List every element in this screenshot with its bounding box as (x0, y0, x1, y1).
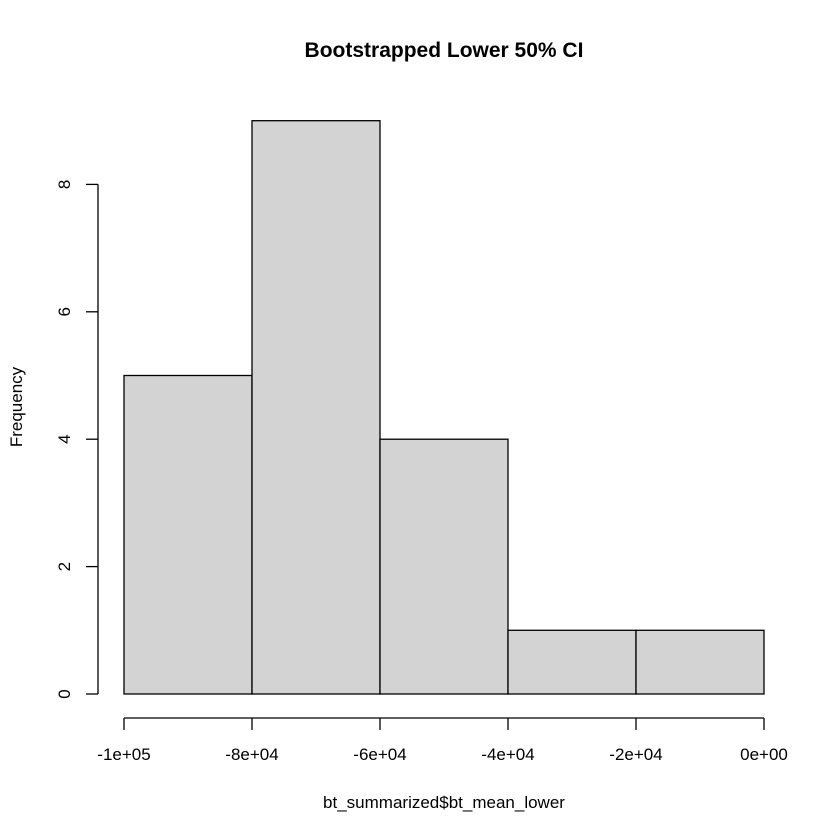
histogram-bar-4 (507, 629, 637, 695)
x-tick-label: -1e+05 (97, 745, 150, 764)
y-tick-label: 4 (55, 434, 74, 443)
x-tick-label: -2e+04 (609, 745, 662, 764)
y-tick-label: 0 (55, 689, 74, 698)
y-tick-label: 2 (55, 562, 74, 571)
bars-group (123, 120, 765, 695)
chart-title: Bootstrapped Lower 50% CI (305, 39, 584, 62)
y-tick-label: 6 (55, 307, 74, 316)
x-tick-label: -8e+04 (225, 745, 278, 764)
y-axis: 0 2 4 6 8 (55, 180, 99, 699)
x-tick-label: -4e+04 (481, 745, 534, 764)
y-tick-label: 8 (55, 180, 74, 189)
x-tick-label: 0e+00 (740, 745, 788, 764)
x-tick-label: -6e+04 (353, 745, 406, 764)
histogram-bar-3 (379, 438, 509, 695)
histogram-bar-5 (635, 629, 765, 695)
x-axis-label: bt_summarized$bt_mean_lower (323, 793, 565, 812)
histogram-bar-2 (251, 120, 381, 695)
x-axis: -1e+05 -8e+04 -6e+04 -4e+04 -2e+04 0e+00 (97, 717, 788, 764)
y-axis-label: Frequency (7, 366, 26, 447)
histogram-bar-1 (123, 374, 253, 695)
